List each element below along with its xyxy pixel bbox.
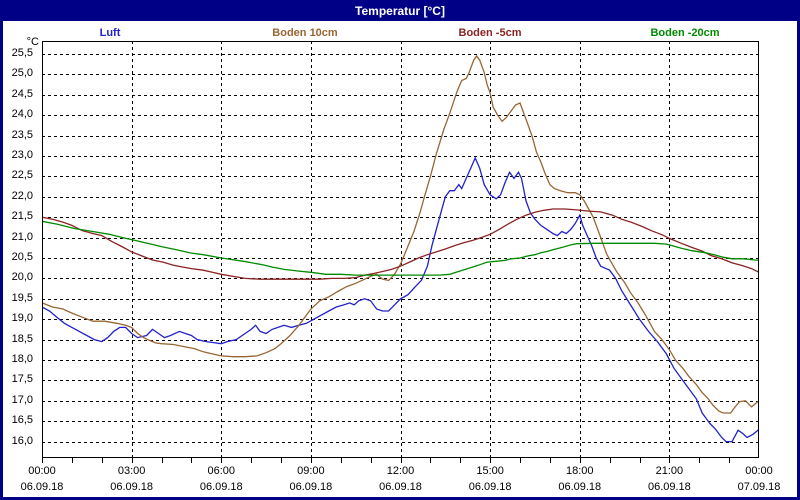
y-tick-label: 24,5 (11, 87, 33, 100)
x-tick-time-label: 06:00 (207, 465, 236, 477)
y-tick-label: 22,5 (11, 169, 33, 182)
legend-item-boden-10cm: Boden 10cm (272, 27, 338, 39)
y-tick-label: 19,0 (11, 312, 33, 325)
y-tick-label: 18,0 (11, 353, 33, 365)
series-line-luft (41, 156, 760, 443)
x-tick-time-label: 15:00 (476, 465, 504, 477)
y-tick-label: 17,5 (11, 373, 33, 386)
x-tick-date-label: 06.09.18 (20, 481, 64, 493)
x-tick-date-label: 06.09.18 (289, 481, 333, 493)
plot-border (42, 41, 759, 458)
legend-item-boden-20cm: Boden -20cm (650, 27, 720, 39)
y-tick-label: 20,0 (11, 271, 33, 284)
y-tick-label: 21,0 (11, 230, 33, 243)
y-tick-label: 20,5 (11, 251, 33, 263)
y-tick-label: 23,5 (11, 128, 33, 141)
x-tick-time-label: 00:00 (28, 465, 56, 477)
y-tick-label: 16,5 (11, 414, 33, 427)
y-tick-label: 17,0 (11, 393, 33, 406)
y-tick-label: 16,0 (11, 434, 33, 447)
y-tick-label: 25,5 (11, 47, 33, 59)
plot-area (41, 41, 760, 465)
x-tick-date-label: 06.09.18 (468, 481, 512, 493)
y-tick-label: 21,5 (11, 210, 33, 223)
y-tick-label: 25,0 (11, 67, 33, 80)
x-tick-time-label: 09:00 (297, 465, 325, 477)
x-tick-time-label: 12:00 (386, 465, 415, 477)
temperature-chart (41, 41, 760, 463)
x-tick-time-label: 21:00 (655, 465, 684, 477)
x-tick-time-label: 03:00 (117, 465, 146, 477)
x-tick-date-label: 06.09.18 (110, 481, 154, 493)
y-tick-label: 22,0 (11, 189, 33, 202)
y-axis-unit-label: °C (26, 36, 39, 48)
legend-item-boden-5cm: Boden -5cm (458, 27, 522, 39)
page-title: Temperatur [°C] (355, 3, 445, 18)
y-tick-label: 24,0 (11, 108, 33, 121)
series-line-boden-5cm (41, 208, 760, 280)
y-tick-label: 23,0 (11, 149, 33, 161)
window-titlebar: Temperatur [°C] (3, 3, 797, 21)
x-tick-date-label: 06.09.18 (379, 481, 422, 493)
y-tick-label: 18,5 (11, 332, 33, 345)
x-tick-date-label: 07.09.18 (737, 481, 781, 493)
series-line-boden-20cm (41, 220, 760, 276)
x-tick-time-label: 18:00 (565, 465, 594, 477)
x-tick-date-label: 06.09.18 (647, 481, 691, 493)
legend-item-luft: Luft (99, 27, 121, 39)
x-tick-time-label: 00:00 (745, 465, 773, 477)
x-tick-date-label: 06.09.18 (558, 481, 602, 493)
y-tick-label: 19,5 (11, 291, 33, 304)
series-line-boden-10cm (41, 54, 760, 414)
x-tick-date-label: 06.09.18 (199, 481, 243, 493)
